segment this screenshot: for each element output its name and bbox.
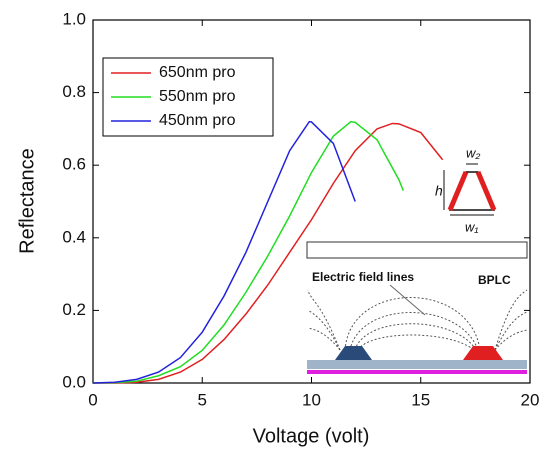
h-label: h — [435, 183, 443, 199]
inset-diagram: h w₂ w₁ Electric field lines BPLC — [306, 145, 528, 374]
y-tick-label: 0.2 — [62, 300, 86, 319]
y-tick-label: 1.0 — [62, 9, 86, 28]
y-tick-label: 0.6 — [62, 155, 86, 174]
x-tick-label: 15 — [411, 390, 430, 409]
x-tick-label: 20 — [521, 390, 540, 409]
x-tick-label: 0 — [88, 390, 97, 409]
electrode — [447, 171, 469, 211]
w2-label: w₂ — [466, 145, 480, 160]
right-electrode — [463, 346, 503, 360]
legend-label: 450nm pro — [159, 112, 236, 129]
w1-label: w₁ — [465, 219, 479, 234]
substrate — [307, 360, 527, 369]
pointer — [389, 284, 426, 316]
bottom-layer — [307, 370, 527, 374]
y-tick-label: 0.0 — [62, 372, 86, 391]
legend-label: 550nm pro — [159, 88, 236, 105]
y-axis-title: Reflectance — [16, 148, 38, 254]
left-electrode — [335, 346, 372, 360]
top-substrate — [306, 241, 528, 259]
field-lines-label: Electric field lines — [312, 270, 414, 284]
y-tick-label: 0.4 — [62, 227, 86, 246]
x-axis-title: Voltage (volt) — [253, 425, 370, 447]
line — [93, 122, 444, 384]
x-tick-label: 5 — [198, 390, 207, 409]
x-tick-label: 10 — [302, 390, 321, 409]
bplc-label: BPLC — [478, 273, 511, 287]
electrode — [475, 171, 497, 211]
line — [92, 120, 404, 384]
y-tick-label: 0.8 — [62, 82, 86, 101]
field-lines — [307, 289, 528, 351]
line — [92, 120, 356, 384]
legend-label: 650nm pro — [159, 64, 236, 81]
